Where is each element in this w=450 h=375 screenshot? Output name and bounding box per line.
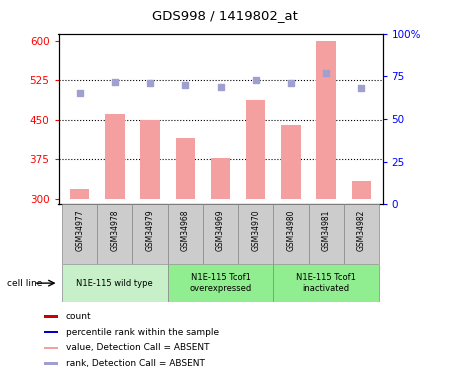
Text: GSM34970: GSM34970 — [251, 209, 260, 251]
Bar — [168, 204, 203, 264]
Text: GSM34969: GSM34969 — [216, 209, 225, 251]
Point — [146, 80, 153, 86]
Text: percentile rank within the sample: percentile rank within the sample — [66, 328, 219, 337]
Text: cell line: cell line — [7, 279, 42, 288]
Text: GSM34968: GSM34968 — [181, 209, 190, 251]
Bar — [281, 125, 301, 199]
Bar — [44, 362, 58, 365]
Point — [323, 70, 330, 76]
Bar — [176, 138, 195, 199]
Bar — [97, 204, 132, 264]
Text: N1E-115 wild type: N1E-115 wild type — [76, 279, 153, 288]
Point — [76, 90, 83, 96]
Text: N1E-115 Tcof1
overexpressed: N1E-115 Tcof1 overexpressed — [189, 273, 252, 293]
Bar — [62, 204, 97, 264]
Bar — [132, 204, 168, 264]
Text: value, Detection Call = ABSENT: value, Detection Call = ABSENT — [66, 344, 209, 352]
Bar — [246, 100, 266, 199]
Bar — [316, 40, 336, 199]
Text: GSM34979: GSM34979 — [145, 209, 154, 251]
Bar — [70, 189, 89, 199]
Bar — [62, 264, 168, 302]
Text: GSM34978: GSM34978 — [110, 209, 119, 251]
Text: GSM34981: GSM34981 — [322, 209, 331, 251]
Text: N1E-115 Tcof1
inactivated: N1E-115 Tcof1 inactivated — [296, 273, 356, 293]
Bar — [273, 204, 309, 264]
Bar — [352, 181, 371, 199]
Text: rank, Detection Call = ABSENT: rank, Detection Call = ABSENT — [66, 359, 205, 368]
Point — [252, 77, 259, 83]
Text: count: count — [66, 312, 91, 321]
Bar — [44, 331, 58, 333]
Bar — [105, 114, 125, 199]
Bar — [238, 204, 273, 264]
Bar — [273, 264, 379, 302]
Point — [288, 80, 295, 86]
Bar — [309, 204, 344, 264]
Point — [182, 82, 189, 88]
Text: GDS998 / 1419802_at: GDS998 / 1419802_at — [152, 9, 298, 22]
Point — [217, 84, 224, 90]
Bar — [44, 346, 58, 349]
Bar — [344, 204, 379, 264]
Bar — [211, 158, 230, 199]
Bar — [168, 264, 273, 302]
Bar — [44, 315, 58, 318]
Point — [358, 86, 365, 92]
Text: GSM34982: GSM34982 — [357, 209, 366, 251]
Text: GSM34977: GSM34977 — [75, 209, 84, 251]
Bar — [140, 120, 160, 199]
Text: GSM34980: GSM34980 — [287, 209, 296, 251]
Bar — [203, 204, 238, 264]
Point — [111, 78, 118, 84]
